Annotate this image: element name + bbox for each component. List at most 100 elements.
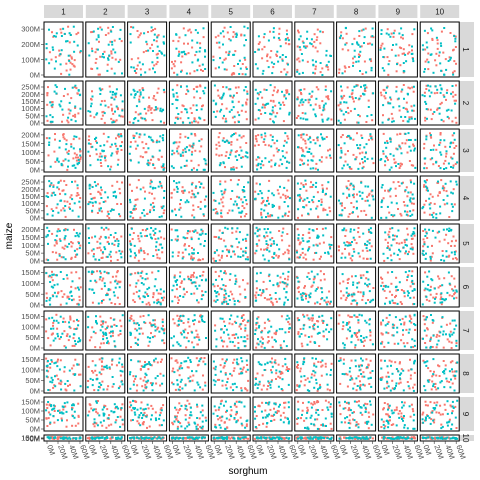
data-point (402, 48, 405, 51)
data-point (71, 209, 74, 212)
data-point (442, 120, 445, 123)
data-point (235, 230, 238, 233)
data-point (238, 154, 241, 157)
data-point (352, 61, 355, 64)
data-point (255, 327, 258, 330)
data-point (357, 231, 360, 234)
data-point (70, 256, 73, 259)
data-point (116, 259, 119, 261)
data-point (147, 295, 150, 297)
data-point (153, 167, 156, 170)
data-point (184, 384, 187, 387)
data-point (317, 388, 319, 391)
data-point (351, 194, 354, 197)
data-point (70, 245, 73, 248)
data-point (70, 194, 73, 197)
data-point (215, 153, 218, 156)
data-point (368, 249, 371, 252)
data-point (155, 382, 158, 385)
data-point (143, 133, 146, 136)
data-point (338, 214, 341, 217)
data-point (413, 232, 416, 235)
data-point (341, 373, 344, 375)
data-point (94, 332, 97, 335)
data-point (185, 85, 188, 88)
data-point (101, 149, 104, 152)
data-point (72, 337, 75, 340)
data-point (87, 380, 90, 382)
data-point (259, 109, 261, 112)
data-point (133, 205, 136, 208)
data-point (151, 271, 154, 274)
data-point (425, 232, 428, 235)
data-point (187, 201, 190, 204)
data-point (69, 61, 72, 64)
data-point (149, 136, 152, 139)
data-point (69, 196, 72, 199)
data-point (196, 69, 199, 72)
data-point (308, 278, 311, 280)
data-point (187, 356, 190, 359)
panel-2-3 (127, 80, 168, 126)
data-point (255, 164, 258, 167)
data-point (175, 280, 177, 283)
data-point (348, 253, 351, 256)
data-point (322, 234, 325, 237)
data-point (429, 340, 432, 342)
data-point (231, 134, 234, 136)
data-point (195, 370, 198, 373)
data-point (94, 235, 97, 238)
data-point (108, 217, 111, 219)
data-point (268, 381, 271, 384)
data-point (137, 113, 140, 116)
data-point (179, 206, 182, 209)
data-point (161, 246, 164, 249)
data-point (354, 365, 357, 368)
data-point (436, 333, 439, 336)
col-strip-10 (420, 5, 460, 18)
data-point (300, 147, 303, 149)
data-point (50, 101, 53, 104)
data-point (380, 342, 382, 345)
data-point (198, 116, 201, 119)
data-point (404, 244, 407, 246)
data-point (413, 383, 416, 386)
data-point (387, 321, 390, 324)
data-point (439, 381, 442, 384)
y-tick-label: 150M (21, 268, 40, 277)
data-point (400, 47, 403, 50)
data-point (109, 335, 112, 338)
data-point (306, 389, 309, 392)
data-point (428, 270, 431, 273)
data-point (103, 50, 106, 53)
data-point (91, 360, 94, 363)
data-point (267, 275, 270, 278)
data-point (302, 185, 305, 188)
data-point (184, 237, 187, 240)
data-point (352, 97, 354, 100)
data-point (45, 365, 48, 368)
data-point (219, 110, 222, 113)
data-point (72, 147, 75, 150)
data-point (286, 298, 289, 301)
data-point (176, 229, 179, 232)
data-point (383, 285, 385, 288)
data-point (256, 244, 259, 247)
data-point (231, 101, 234, 104)
data-point (238, 134, 241, 137)
data-point (380, 284, 383, 287)
data-point (116, 203, 119, 205)
data-point (45, 235, 48, 238)
data-point (237, 336, 240, 339)
data-point (114, 280, 117, 283)
data-point (386, 56, 389, 59)
data-point (382, 152, 385, 155)
data-point (129, 371, 132, 374)
data-point (339, 121, 342, 124)
data-point (342, 164, 345, 167)
data-point (172, 367, 175, 370)
data-point (160, 186, 163, 189)
data-point (256, 168, 259, 171)
data-point (55, 241, 58, 244)
data-point (115, 145, 118, 148)
